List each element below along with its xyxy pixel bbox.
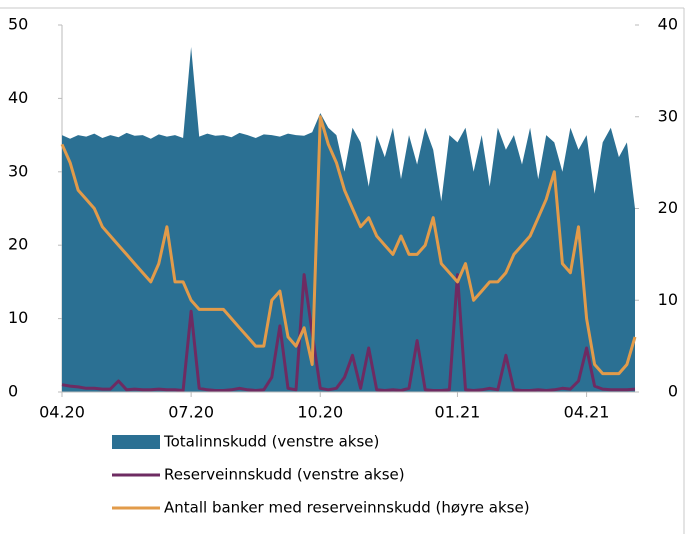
legend-label: Totalinnskudd (venstre akse) [163,433,379,451]
legend-swatch [112,435,160,449]
y2-tick-label: 0 [668,382,678,401]
y2-tick-label: 30 [658,106,678,125]
x-tick-label: 10.20 [297,403,343,422]
y-tick-label: 50 [8,15,28,34]
x-tick-label: 07.20 [168,403,214,422]
y-tick-label: 10 [8,308,28,327]
y-tick-label: 30 [8,161,28,180]
line [60,115,637,376]
y-tick-label: 40 [8,88,28,107]
y2-tick-label: 20 [658,198,678,217]
x-tick-label: 04.21 [564,403,610,422]
line [61,273,636,392]
y2-tick-label: 10 [658,290,678,309]
legend-label: Reserveinnskudd (venstre akse) [164,466,405,484]
x-tick-label: 01.21 [435,403,481,422]
y-tick-label: 0 [8,382,18,401]
legend-label: Antall banker med reserveinnskudd (høyre… [164,499,530,517]
y2-tick-label: 40 [658,15,678,34]
x-tick-label: 04.20 [39,403,85,422]
area [62,47,635,392]
y-tick-label: 20 [8,235,28,254]
